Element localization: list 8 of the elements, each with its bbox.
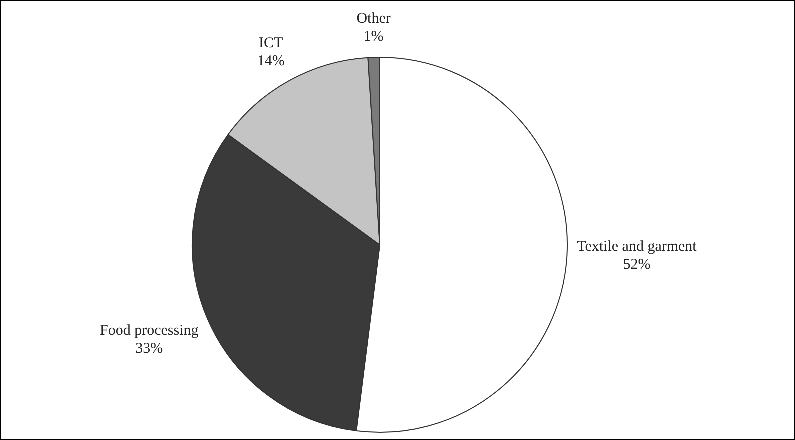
slice-label: Other: [356, 11, 391, 28]
data-label: 1%: [364, 29, 384, 46]
data-label: 52%: [623, 256, 651, 273]
data-label: 14%: [257, 53, 285, 70]
slice-label: Textile and garment: [577, 238, 698, 255]
data-label: 33%: [136, 340, 164, 357]
slice-label: Food processing: [100, 322, 200, 339]
slice-label: ICT: [259, 35, 284, 52]
